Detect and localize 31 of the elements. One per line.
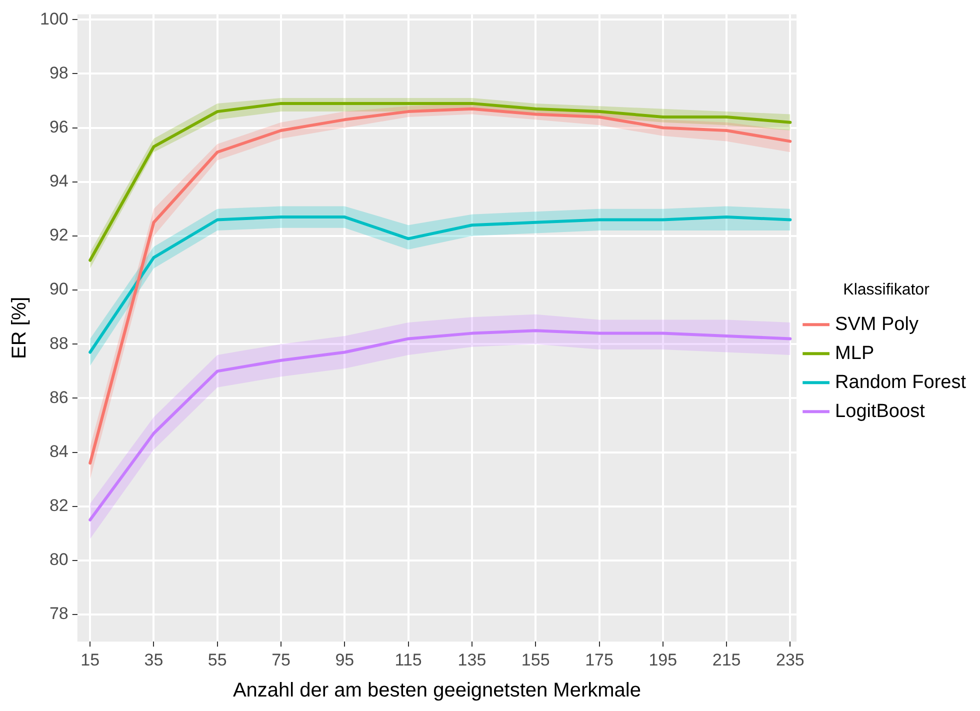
x-tick-label: 155 <box>521 650 550 670</box>
x-axis-title: Anzahl der am besten geeignetsten Merkmale <box>232 680 641 702</box>
x-tick-label: 235 <box>776 650 804 670</box>
y-tick-label: 78 <box>49 604 68 624</box>
x-tick-label: 35 <box>144 650 164 670</box>
x-tick-label: 15 <box>80 650 100 670</box>
y-tick-label: 98 <box>49 63 68 82</box>
x-tick-label: 115 <box>394 650 422 670</box>
y-tick-label: 80 <box>49 550 68 570</box>
x-tick-label: 95 <box>335 650 354 670</box>
y-tick-label: 100 <box>40 9 68 28</box>
y-tick-label: 86 <box>49 388 68 407</box>
y-tick-label: 96 <box>49 117 68 136</box>
legend-label: SVM Poly <box>835 314 919 335</box>
y-tick-label: 92 <box>49 226 68 245</box>
y-tick-label: 90 <box>49 280 68 299</box>
x-tick-label: 175 <box>585 650 614 670</box>
legend-title: Klassifikator <box>843 281 930 298</box>
x-tick-label: 135 <box>458 650 486 670</box>
x-tick-label: 215 <box>712 650 741 670</box>
y-tick-label: 82 <box>49 496 68 516</box>
y-tick-label: 88 <box>49 334 68 353</box>
y-axis-title: ER [%] <box>8 296 31 360</box>
legend-label: LogitBoost <box>835 400 926 422</box>
y-tick-label: 84 <box>49 442 68 461</box>
legend-label: MLP <box>835 342 874 364</box>
y-tick-label: 94 <box>49 172 68 191</box>
x-tick-label: 195 <box>648 650 678 670</box>
x-tick-label: 55 <box>208 650 227 670</box>
legend-label: Random Forest <box>835 372 967 393</box>
x-tick-label: 75 <box>272 650 290 670</box>
